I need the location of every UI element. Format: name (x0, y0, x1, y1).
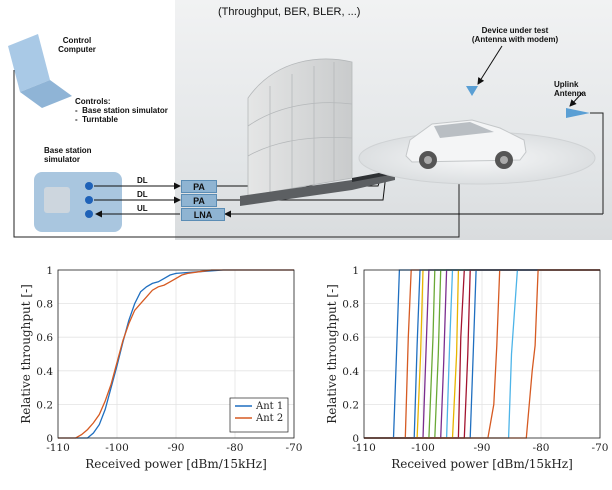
antenna-array-icon (240, 58, 395, 206)
x-tick-label: -90 (474, 442, 491, 454)
chart-left: -110 -100 -90 -80 -70 0 0.2 0.4 0.6 0.8 1 Received … (19, 265, 303, 471)
plot-frame (363, 269, 601, 439)
test-setup-diagram: (Throughput, BER, BLER, ...) Control Com… (8, 0, 612, 240)
x-tick-label: -70 (286, 442, 303, 454)
x-axis-label: Received power [dBm/15kHz] (85, 457, 267, 471)
y-tick-label: 0.6 (342, 332, 359, 344)
pa-box: PA (181, 194, 217, 207)
ul-label: UL (137, 204, 148, 213)
x-tick-label: -80 (227, 442, 244, 454)
x-tick-label: -100 (411, 442, 435, 454)
legend-label: Ant 2 (255, 413, 283, 424)
x-tick-label: -70 (592, 442, 609, 454)
lna-box: LNA (181, 208, 225, 221)
x-tick-label: -110 (352, 442, 376, 454)
controls-label: Controls: - Base station simulator - Tur… (75, 97, 168, 124)
x-tick-label: -90 (168, 442, 185, 454)
y-tick-label: 0.2 (342, 399, 359, 411)
y-axis-label: Relative throughput [-] (325, 284, 339, 424)
uplink-antenna-icon (566, 108, 590, 118)
laptop-icon (8, 34, 72, 108)
bss-label: Base station simulator (44, 146, 92, 164)
measurement-header: (Throughput, BER, BLER, ...) (218, 6, 361, 18)
y-tick-label: 0.4 (342, 366, 359, 378)
legend-label: Ant 1 (255, 401, 283, 412)
port-icon (85, 196, 93, 204)
dut-marker-icon (466, 86, 478, 96)
y-tick-label: 1 (352, 265, 359, 277)
port-icon (85, 210, 93, 218)
x-axis-label: Received power [dBm/15kHz] (391, 457, 573, 471)
chart-right: -110 -100 -90 -80 -70 0 0.2 0.4 0.6 0.8 1 Received … (325, 265, 609, 471)
uplink-antenna-label: Uplink Antenna (554, 80, 586, 98)
y-tick-label: 0.8 (36, 299, 53, 311)
x-tick-label: -100 (105, 442, 129, 454)
y-axis-label: Relative throughput [-] (19, 284, 33, 424)
y-tick-label: 0.8 (342, 299, 359, 311)
port-icon (85, 182, 93, 190)
y-tick-label: 0.2 (36, 399, 53, 411)
setup-graphics (8, 34, 604, 238)
car-icon (405, 119, 527, 169)
plot-frame (57, 269, 295, 439)
x-tick-label: -110 (46, 442, 70, 454)
x-tick-label: -80 (533, 442, 550, 454)
y-tick-label: 0 (46, 433, 53, 445)
y-tick-label: 0 (352, 433, 359, 445)
computer-label: Control Computer (58, 36, 96, 54)
dl-label: DL (137, 176, 148, 185)
y-tick-label: 0.6 (36, 332, 53, 344)
pa-box: PA (181, 180, 217, 193)
y-tick-label: 1 (46, 265, 53, 277)
legend-box (229, 397, 289, 433)
dut-label: Device under test (Antenna with modem) (471, 26, 559, 44)
dl-label: DL (137, 190, 148, 199)
y-tick-label: 0.4 (36, 366, 53, 378)
